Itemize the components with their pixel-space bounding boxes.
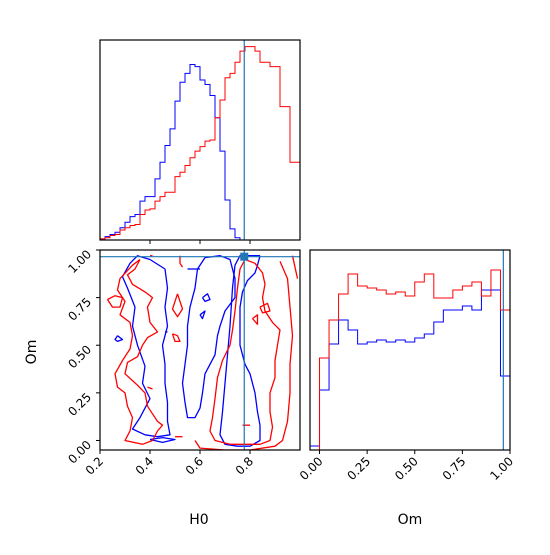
om-histogram-frame: [309, 249, 511, 451]
contour-xtick-label-2: 0.6: [183, 454, 206, 477]
contour-series-1-curve-1: [114, 258, 164, 445]
om-histogram-series-0: [309, 289, 511, 450]
contour-series-1-curve-0: [106, 295, 124, 308]
contour-series-1-curve-7: [179, 255, 184, 268]
contour-frame: [99, 249, 301, 451]
contour-series-0-curve-0: [121, 255, 171, 438]
contour-xtick-label-3: 0.8: [233, 454, 256, 477]
contour-series-1-curve-3: [194, 261, 294, 450]
om-hist-xtick-label-4: 1.00: [487, 454, 516, 483]
h0-histogram-frame: [99, 39, 301, 241]
panel-h0-histogram: [99, 39, 301, 244]
panel-h0-om-contour: 0.2 0.4 0.6 0.80.000.250.500.751.00: [65, 247, 301, 478]
contour-series-1-curve-5: [171, 293, 184, 318]
om-hist-xtick-label-0: 0.00: [297, 454, 326, 483]
x-axis-label-om: Om: [398, 512, 423, 528]
contour-series-0-curve-6: [199, 310, 206, 320]
contour-series-1-curve-4: [291, 255, 299, 279]
om-hist-xtick-label-3: 0.75: [440, 454, 469, 483]
contour-ytick-label-1: 0.25: [65, 390, 94, 419]
contour-ytick-label-3: 0.75: [65, 295, 94, 324]
om-histogram-series-1: [310, 269, 511, 451]
contour-lines: [106, 255, 299, 450]
panel-om-histogram: 0.00 0.25 0.50 0.75 1.00: [297, 249, 516, 483]
contour-ytick-label-2: 0.50: [65, 342, 94, 371]
contour-xtick-label-1: 0.4: [133, 454, 156, 477]
contour-ytick-label-4: 1.00: [65, 247, 94, 276]
y-axis-label-om: Om: [24, 340, 40, 365]
contour-truth-marker: [240, 252, 249, 261]
om-hist-xtick-label-2: 0.50: [392, 454, 421, 483]
contour-series-1-curve-10: [252, 314, 259, 325]
h0-histogram-series-0: [99, 63, 300, 241]
contour-series-0-curve-4: [114, 335, 124, 343]
h0-histogram-series-1: [99, 46, 301, 240]
om-hist-xtick-label-1: 0.25: [344, 454, 373, 483]
contour-series-1-curve-2: [209, 258, 281, 445]
contour-xtick-label-0: 0.2: [83, 454, 106, 477]
contour-series-0-curve-5: [201, 293, 211, 303]
contour-series-0-curve-3: [149, 436, 176, 444]
contour-series-0-curve-2: [219, 255, 261, 447]
contour-series-1-curve-9: [259, 302, 271, 314]
axis-labels: H0 Om Om: [24, 340, 422, 528]
contour-series-0-curve-1: [181, 255, 236, 419]
contour-series-1-curve-8: [147, 386, 153, 390]
x-axis-label-h0: H0: [189, 512, 208, 528]
contour-series-1-curve-6: [171, 333, 181, 343]
